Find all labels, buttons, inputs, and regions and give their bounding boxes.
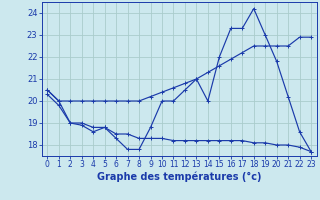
X-axis label: Graphe des températures (°c): Graphe des températures (°c) [97,172,261,182]
